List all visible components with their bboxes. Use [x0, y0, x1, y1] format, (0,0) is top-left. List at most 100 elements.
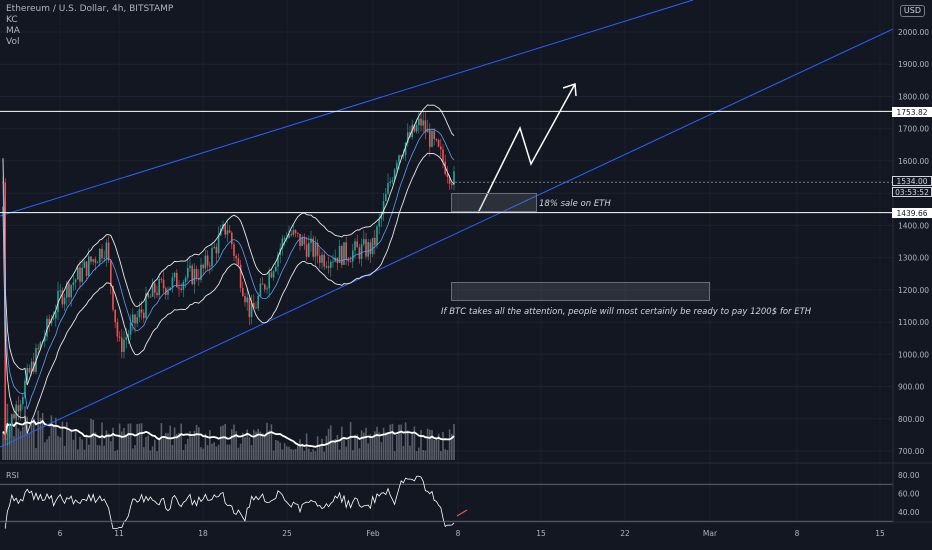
- candle-body: [437, 139, 440, 147]
- volume-bar: [11, 417, 13, 460]
- volume-bar: [242, 432, 244, 460]
- volume-bar: [433, 439, 435, 460]
- symbol-title[interactable]: Ethereum / U.S. Dollar, 4h, BITSTAMP: [6, 4, 174, 14]
- volume-bar: [94, 432, 97, 460]
- candle-body: [270, 272, 273, 278]
- volume-bar: [224, 423, 226, 460]
- candle-body: [382, 201, 385, 214]
- volume-bar: [246, 429, 248, 460]
- volume-bar: [184, 444, 187, 460]
- volume-bar: [363, 432, 365, 460]
- trend-channel[interactable]: [0, 0, 894, 448]
- candle-body: [330, 261, 332, 268]
- candle-body: [151, 283, 154, 297]
- candle-body: [349, 261, 352, 263]
- volume-bar: [35, 447, 37, 460]
- candle-body: [420, 118, 422, 126]
- currency-button[interactable]: USD: [899, 5, 925, 17]
- candle-body: [378, 219, 380, 227]
- candle-body: [228, 230, 231, 233]
- volume-bar: [165, 432, 167, 460]
- volume-bar: [127, 423, 130, 460]
- sale-zone-box[interactable]: [451, 193, 537, 212]
- candle-body: [184, 277, 187, 282]
- candle-body: [376, 226, 378, 246]
- volume-bar: [294, 448, 297, 460]
- price-tick-label: 1700.00: [898, 125, 929, 134]
- candle-body: [68, 283, 70, 298]
- candle-body: [347, 259, 350, 262]
- volume-bar: [228, 444, 231, 460]
- volume-bar: [66, 422, 68, 460]
- candle-body: [277, 254, 279, 267]
- volume-bar: [261, 433, 264, 460]
- time-tick-label: Feb: [366, 529, 380, 538]
- candle-body: [404, 142, 407, 156]
- volume-bar: [202, 448, 204, 460]
- volume-bar: [275, 439, 277, 460]
- volume-bar: [281, 449, 284, 460]
- volume-bar: [169, 425, 171, 460]
- candle-body: [200, 264, 202, 280]
- volume-bar: [334, 438, 336, 460]
- candle-body: [453, 171, 455, 186]
- volume-bar: [352, 450, 354, 460]
- candle-body: [352, 250, 354, 262]
- candle-body: [92, 259, 94, 262]
- scenario-annotation[interactable]: If BTC takes all the attention, people w…: [441, 307, 812, 317]
- volume-bar: [310, 451, 312, 460]
- legend: Ethereum / U.S. Dollar, 4h, BITSTAMP KC …: [6, 4, 173, 48]
- volume-bar: [250, 445, 253, 460]
- volume-bar: [400, 424, 402, 460]
- candle-body: [323, 254, 325, 267]
- volume-bar: [376, 426, 378, 460]
- rsi-label: RSI: [6, 471, 19, 480]
- candle-body: [26, 367, 28, 381]
- candle-body: [107, 242, 110, 261]
- arrow-head: [562, 82, 577, 97]
- volume-bar: [30, 421, 33, 460]
- candle-body: [154, 283, 156, 293]
- volume-bar: [200, 447, 202, 460]
- candle-body: [327, 266, 330, 268]
- candle-body: [215, 246, 218, 254]
- candle-body: [255, 307, 257, 309]
- indicator-ma[interactable]: MA: [6, 26, 20, 36]
- candle-body: [297, 232, 299, 234]
- candle-body: [332, 261, 334, 263]
- volume-bar: [437, 433, 440, 460]
- candle-body: [283, 238, 286, 240]
- volume-bar: [380, 442, 383, 460]
- volume-bar: [404, 422, 407, 460]
- time-tick-label: 8: [456, 529, 461, 538]
- volume-bar: [356, 434, 358, 460]
- volume-bar: [215, 446, 218, 460]
- scenario-zone-box[interactable]: [451, 282, 710, 301]
- candle-body: [30, 361, 33, 373]
- candle-body: [407, 132, 409, 143]
- volume-bar: [312, 449, 314, 460]
- horizontal-levels[interactable]: [0, 110, 893, 214]
- volume-bar: [233, 424, 235, 460]
- candle-body: [338, 246, 341, 264]
- volume-bar: [118, 423, 121, 460]
- candle-body: [162, 279, 165, 289]
- keltner-lower: [2, 152, 455, 434]
- volume-bar: [396, 434, 398, 460]
- volume-bar: [105, 430, 108, 460]
- projection-arrow[interactable]: [477, 82, 577, 214]
- rsi-tick-label: 40.00: [898, 508, 920, 517]
- candle-body: [433, 130, 435, 140]
- sale-annotation[interactable]: 18% sale on ETH: [539, 199, 611, 209]
- volume-bar: [429, 429, 431, 460]
- volume-bar: [160, 423, 163, 460]
- volume-bar: [272, 450, 275, 460]
- candle-body: [204, 255, 207, 269]
- volume-bar: [112, 427, 114, 460]
- volume-bar: [213, 442, 215, 460]
- indicator-vol[interactable]: Vol: [6, 37, 20, 47]
- indicator-kc[interactable]: KC: [6, 15, 18, 25]
- volume-bar: [44, 442, 46, 460]
